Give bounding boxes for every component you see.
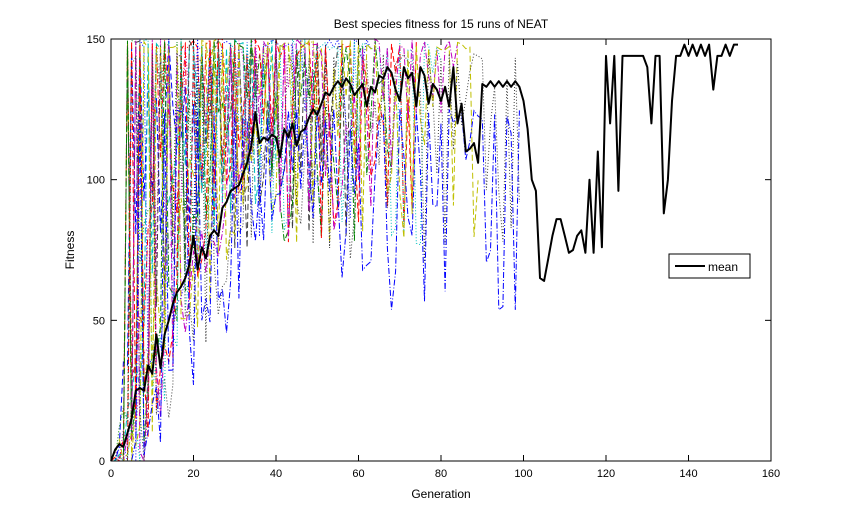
run-line-12 <box>111 37 458 462</box>
legend: mean <box>668 253 751 279</box>
legend-label-mean: mean <box>708 260 738 274</box>
y-tick-label: 0 <box>99 456 105 468</box>
x-axis-title: Generation <box>411 487 470 501</box>
y-tick-label: 150 <box>87 34 105 46</box>
x-tick-label: 100 <box>514 468 532 480</box>
x-tick-label: 160 <box>762 468 780 480</box>
run-line-14 <box>111 51 520 462</box>
x-tick-label: 80 <box>435 468 447 480</box>
chart-title: Best species fitness for 15 runs of NEAT <box>334 17 549 31</box>
x-tick-label: 20 <box>187 468 199 480</box>
run-line-13 <box>111 38 479 462</box>
plot-area: 0 20 40 60 80 100 120 140 160 0 50 100 150 <box>87 34 781 480</box>
x-tick-label: 60 <box>352 468 364 480</box>
x-tick-label: 120 <box>597 468 615 480</box>
y-axis-title: Fitness <box>63 231 77 270</box>
y-tick-label: 100 <box>87 175 105 187</box>
run-line-10 <box>110 38 417 462</box>
x-tick-label: 0 <box>108 468 114 480</box>
run-line-15 <box>111 109 520 462</box>
x-tick-label: 140 <box>679 468 697 480</box>
x-tick-label: 40 <box>270 468 282 480</box>
run-line-8 <box>111 38 372 462</box>
mean-line <box>110 43 738 462</box>
run-line-5 <box>110 38 298 462</box>
run-line-11 <box>110 38 442 462</box>
y-tick-label: 50 <box>93 315 105 327</box>
